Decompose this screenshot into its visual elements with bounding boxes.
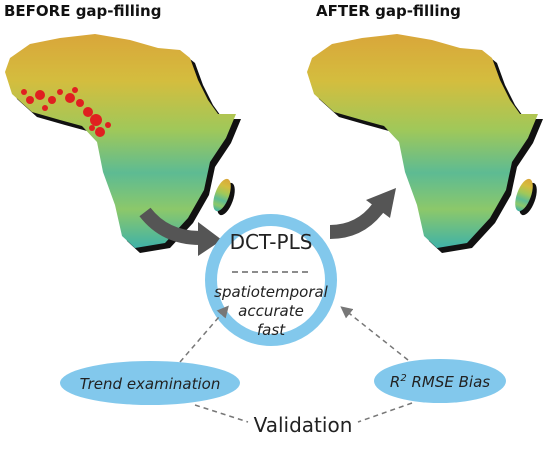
method-circle (205, 214, 337, 346)
arrow-out-head (366, 188, 396, 218)
metric-rest: RMSE Bias (407, 373, 491, 391)
metrics-ellipse (374, 359, 506, 403)
trend-ellipse (60, 361, 240, 405)
validation-label: Validation (254, 413, 353, 437)
arrow-in (139, 207, 201, 245)
metric-r: R (390, 373, 400, 391)
link (179, 305, 229, 363)
after-title: AFTER gap-filling (316, 2, 461, 20)
link (357, 402, 413, 423)
map-before (5, 34, 241, 253)
property: accurate (238, 302, 304, 320)
arrow-in-head (198, 222, 222, 256)
property: spatiotemporal (214, 283, 329, 301)
metric-sup: 2 (400, 373, 406, 384)
link (340, 306, 409, 361)
trend-label: Trend examination (80, 375, 221, 393)
link (194, 404, 249, 423)
metrics-label: R2 RMSE Bias (390, 373, 490, 391)
arrow-out (329, 203, 384, 239)
method-name: DCT-PLS (230, 230, 313, 254)
map-after (307, 34, 543, 253)
before-title: BEFORE gap-filling (4, 2, 161, 20)
property: fast (257, 321, 286, 339)
